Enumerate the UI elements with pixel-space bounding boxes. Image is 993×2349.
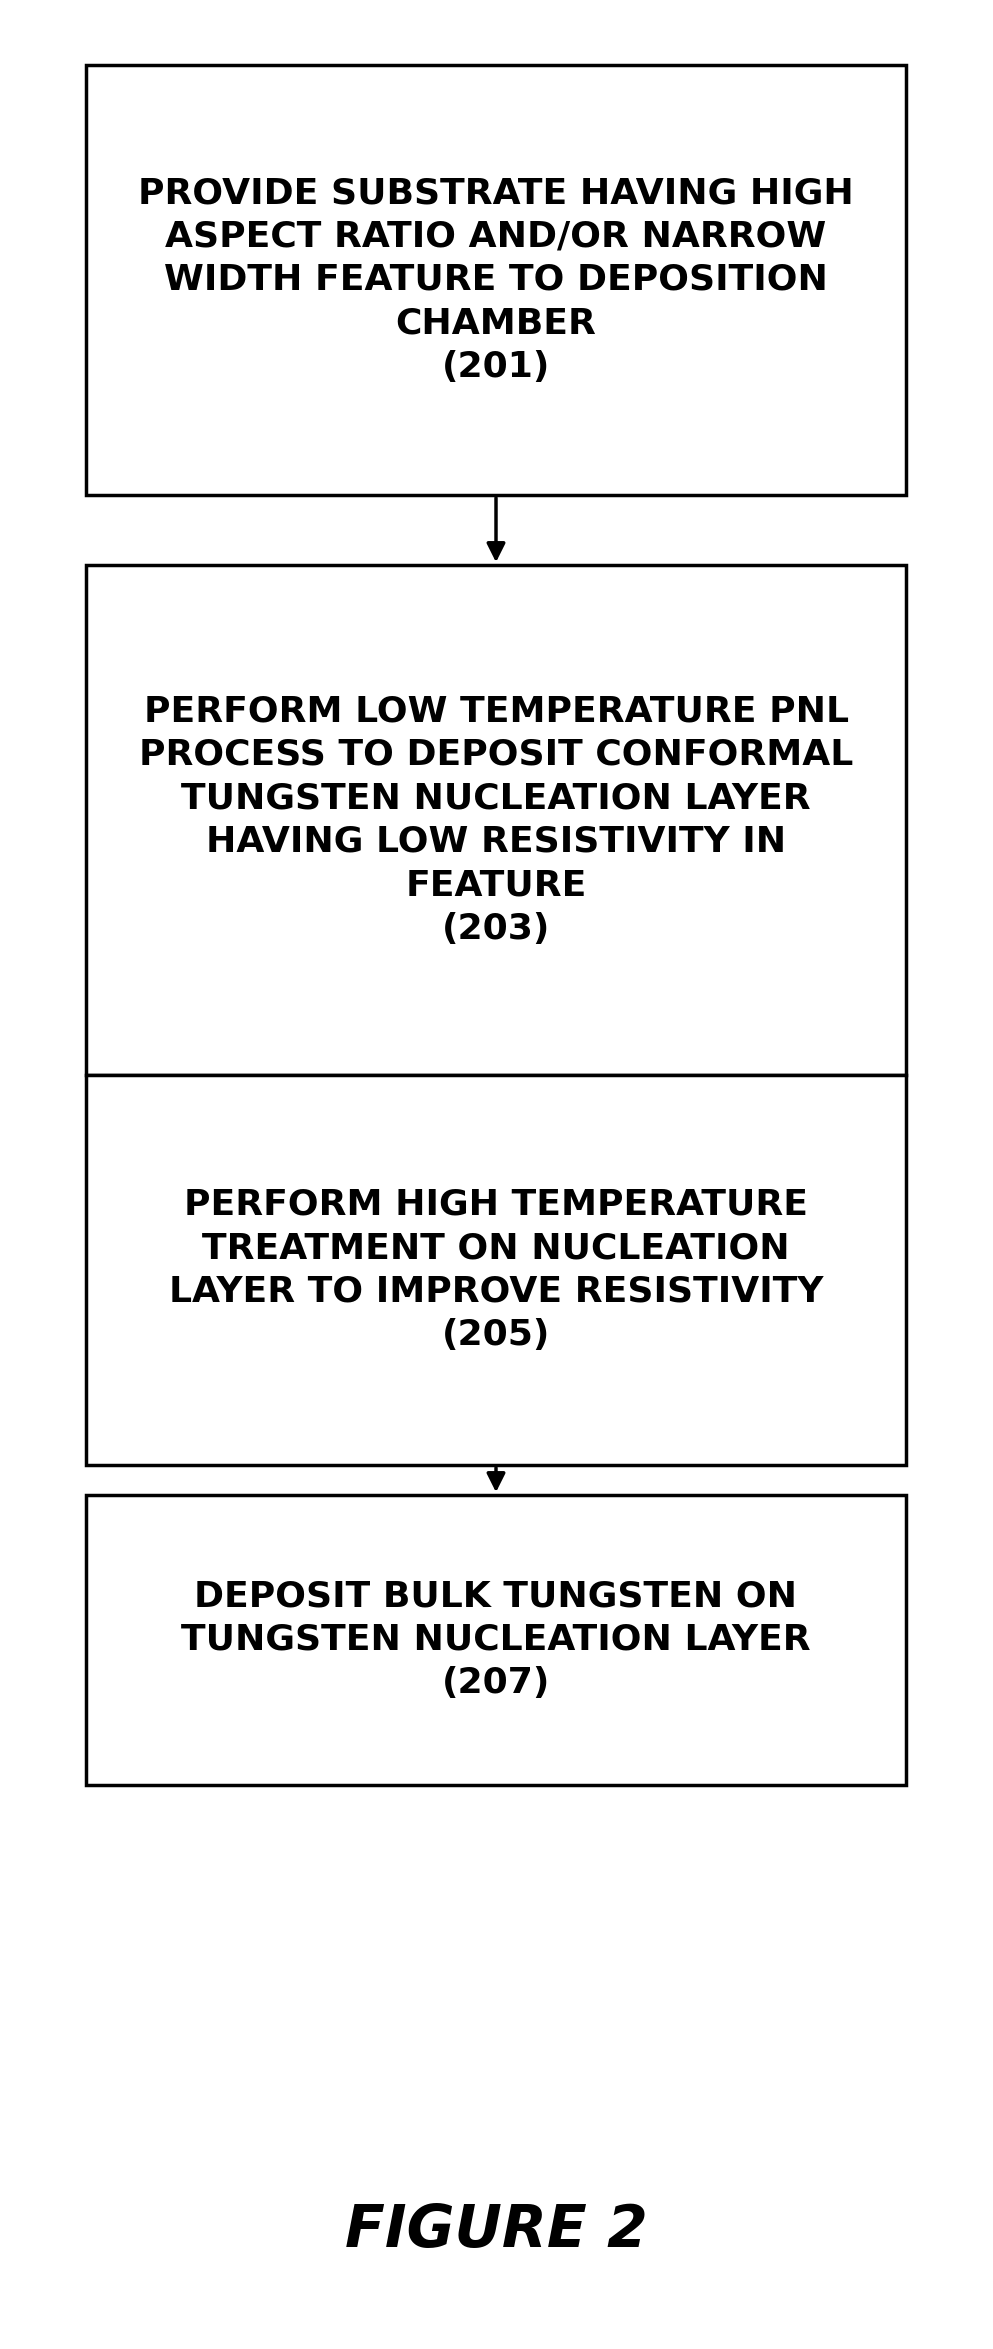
Bar <box>86 66 906 496</box>
Text: PROVIDE SUBSTRATE HAVING HIGH
ASPECT RATIO AND/OR NARROW
WIDTH FEATURE TO DEPOSI: PROVIDE SUBSTRATE HAVING HIGH ASPECT RAT… <box>138 176 854 383</box>
Text: FIGURE 2: FIGURE 2 <box>345 2201 647 2257</box>
Bar <box>86 1494 906 1785</box>
Text: PERFORM HIGH TEMPERATURE
TREATMENT ON NUCLEATION
LAYER TO IMPROVE RESISTIVITY
(2: PERFORM HIGH TEMPERATURE TREATMENT ON NU… <box>169 1189 823 1353</box>
Bar <box>86 566 906 1076</box>
Bar <box>86 1076 906 1466</box>
Text: DEPOSIT BULK TUNGSTEN ON
TUNGSTEN NUCLEATION LAYER
(207): DEPOSIT BULK TUNGSTEN ON TUNGSTEN NUCLEA… <box>181 1579 811 1701</box>
Text: PERFORM LOW TEMPERATURE PNL
PROCESS TO DEPOSIT CONFORMAL
TUNGSTEN NUCLEATION LAY: PERFORM LOW TEMPERATURE PNL PROCESS TO D… <box>139 695 853 947</box>
